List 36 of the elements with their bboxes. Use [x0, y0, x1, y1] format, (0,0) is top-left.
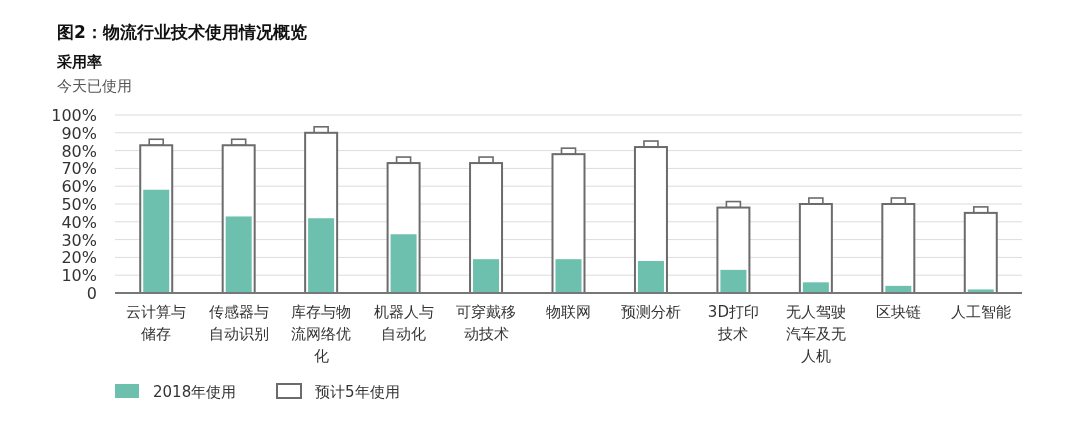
x-tick-label: 无人驾驶汽车及无人机	[785, 303, 846, 365]
x-tick-label: 可穿戴移动技术	[456, 303, 517, 343]
y-tick-label: 80%	[61, 141, 97, 161]
y-tick-label: 50%	[61, 195, 97, 214]
legend-label: 2018年使用	[153, 383, 237, 401]
x-tick-label: 物联网	[546, 303, 591, 321]
legend-label: 预计5年使用	[315, 383, 400, 401]
bar	[473, 259, 500, 293]
y-axis-title: 采用率	[56, 53, 102, 71]
bar	[555, 259, 582, 293]
x-tick-label: 3D打印技术	[707, 303, 759, 343]
y-tick-label: 40%	[61, 212, 97, 232]
chart-subtitle: 今天已使用	[57, 77, 132, 95]
y-tick-label: 10%	[61, 266, 97, 286]
x-tick-label: 传感器与自动识别	[208, 303, 269, 343]
bar	[637, 260, 664, 293]
y-tick-label: 20%	[61, 248, 97, 268]
x-tick-label: 区块链	[875, 303, 921, 321]
y-tick-label: 100%	[51, 106, 97, 125]
bar	[143, 189, 170, 293]
y-tick-label: 70%	[61, 159, 97, 179]
x-tick-label: 机器人与自动化	[373, 303, 434, 343]
bar	[802, 282, 829, 293]
x-tick-label: 云计算与储存	[126, 303, 187, 343]
x-tick-label: 预测分析	[620, 303, 681, 321]
chart-title: 图2：物流行业技术使用情况概览	[57, 22, 307, 42]
y-tick-label: 0	[86, 284, 97, 303]
bar	[225, 216, 252, 293]
y-tick-label: 60%	[61, 177, 97, 197]
bar	[308, 218, 335, 293]
y-tick-label: 90%	[61, 123, 97, 143]
bar	[720, 269, 747, 293]
x-tick-label: 人工智能	[950, 303, 1011, 321]
bar	[390, 234, 417, 293]
y-tick-label: 30%	[61, 230, 97, 250]
x-tick-label: 库存与物流网络优化	[291, 303, 352, 365]
